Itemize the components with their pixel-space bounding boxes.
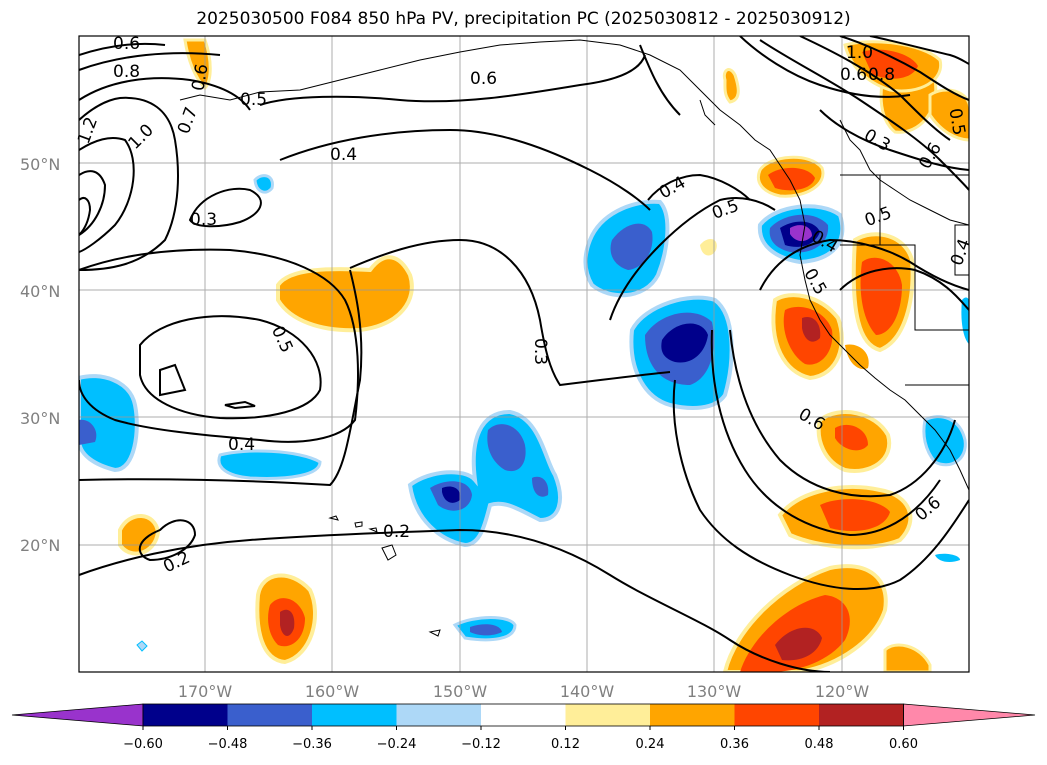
contour-label: 0.3 [530,338,550,365]
map-frame [78,35,970,673]
colorbar-extend-high [903,703,1036,727]
colorbar-border [142,703,904,727]
contour-label: 0.6 [470,69,497,89]
colorbar-segment [819,704,904,726]
contour-label: 0.8 [868,65,895,85]
colorbar-tick-label: −0.48 [208,737,248,752]
colorbar-tick-label: −0.36 [292,737,332,752]
lon-label: 120°W [815,682,870,701]
contour-label: 0.5 [944,107,968,137]
colorbar-tick-label: −0.60 [123,737,163,752]
colorbar-extend-low [11,703,144,727]
contour-label: 0.4 [330,145,357,165]
colorbar-tick-label: 0.24 [636,737,665,752]
colorbar-tick-label: 0.48 [805,737,834,752]
lon-label: 170°W [178,682,233,701]
precip-negative-areas [79,174,969,652]
colorbar-segment [481,704,566,726]
lat-label: 50°N [20,155,60,174]
graticule [79,36,969,672]
colorbar-tick-label: 0.60 [889,737,918,752]
contour-label: 0.8 [113,62,140,82]
contour-label: 0.6 [113,34,140,54]
lon-label: 150°W [433,682,488,701]
map-title: 2025030500 F084 850 hPa PV, precipitatio… [196,9,851,29]
precip-positive-areas [118,38,969,672]
colorbar-segment [227,704,313,726]
colorbar: −0.60 −0.48 −0.36 −0.24 −0.12 0.12 0.24 0.36 0.4… [11,703,1036,752]
lat-label: 30°N [20,409,60,428]
longitude-labels: 170°W 160°W 150°W 140°W 130°W 120°W [178,682,870,701]
colorbar-tick-label: 0.36 [720,737,749,752]
contour-label: 0.2 [383,522,410,542]
contour-label: 0.6 [188,62,212,92]
lat-label: 40°N [20,282,60,301]
contour-label: 0.4 [228,435,255,455]
lon-label: 160°W [305,682,360,701]
contour-label: 0.6 [840,65,867,85]
contour-label: 0.5 [240,90,267,110]
colorbar-tick-label: 0.12 [551,737,580,752]
lon-label: 130°W [687,682,742,701]
colorbar-tick-label: −0.12 [461,737,501,752]
colorbar-segment [734,704,820,726]
colorbar-segment [143,704,228,726]
lon-label: 140°W [560,682,615,701]
contour-label: 1.0 [846,43,873,63]
colorbar-segment [396,704,482,726]
colorbar-tick-label: −0.24 [377,737,417,752]
coastlines [179,39,969,491]
lat-label: 20°N [20,536,60,555]
colorbar-segment [565,704,651,726]
latitude-labels: 50°N 40°N 30°N 20°N [20,155,60,555]
colorbar-segment [650,704,735,726]
pv-contours [79,36,969,672]
colorbar-segment [312,704,397,726]
hawaiian-islands [328,515,441,637]
contour-label: 0.3 [190,210,217,230]
